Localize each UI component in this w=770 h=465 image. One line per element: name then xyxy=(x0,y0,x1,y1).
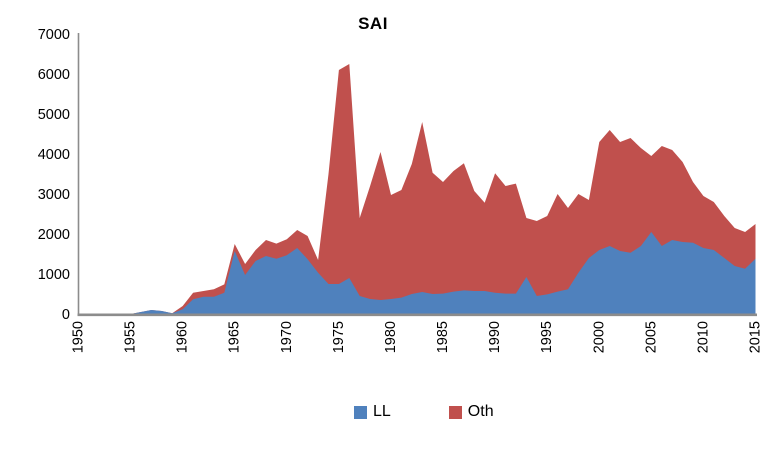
ll-swatch-icon xyxy=(354,405,367,419)
ll-area xyxy=(78,232,756,314)
x-tick-label: 1965 xyxy=(227,321,243,353)
y-tick-label: 5000 xyxy=(38,107,70,123)
y-tick-label: 3000 xyxy=(38,187,70,203)
x-tick-label: 1980 xyxy=(383,321,399,353)
y-tick-label: 0 xyxy=(62,307,70,323)
y-tick-label: 2000 xyxy=(38,227,70,243)
oth-swatch-icon xyxy=(448,405,462,419)
y-axis-tick-labels: 0 1000 2000 3000 4000 5000 6000 7000 xyxy=(38,27,70,323)
x-tick-label: 1950 xyxy=(71,321,87,353)
x-axis-tick-labels: 1950 1955 1960 1965 1970 1975 1980 1985 1990 1995… xyxy=(71,321,764,353)
x-tick-label: 2005 xyxy=(643,321,659,353)
chart-title: SAI xyxy=(358,14,388,33)
y-tick-label: 4000 xyxy=(38,147,70,163)
axes xyxy=(77,33,757,317)
x-tick-label: 2010 xyxy=(695,321,711,353)
legend-item-oth: Oth xyxy=(448,403,494,421)
x-tick-label: 1975 xyxy=(331,321,347,353)
plot-areas xyxy=(78,64,756,314)
x-tick-label: 1995 xyxy=(539,321,555,353)
oth-area xyxy=(78,64,756,314)
x-tick-label: 1955 xyxy=(123,321,139,353)
legend-label-ll: LL xyxy=(373,403,391,420)
y-tick-label: 6000 xyxy=(38,67,70,83)
x-tick-label: 2000 xyxy=(591,321,607,353)
x-tick-label: 1960 xyxy=(175,321,191,353)
legend-label-oth: Oth xyxy=(467,403,494,420)
y-tick-label: 7000 xyxy=(38,27,70,43)
y-tick-label: 1000 xyxy=(38,267,70,283)
x-tick-label: 1990 xyxy=(487,321,503,353)
x-tick-label: 1985 xyxy=(435,321,451,353)
legend-item-ll: LL xyxy=(354,403,391,421)
legend: LL Oth xyxy=(354,403,494,421)
x-tick-label: 2015 xyxy=(748,321,764,353)
x-tick-label: 1970 xyxy=(279,321,295,353)
